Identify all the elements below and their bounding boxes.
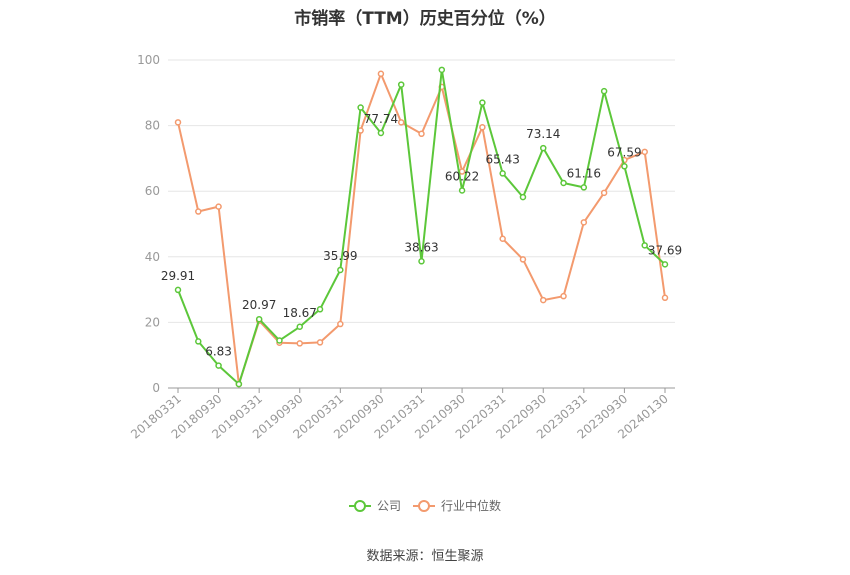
data-point [195,208,202,215]
data-point [316,306,324,313]
data-point [174,286,182,294]
legend-label: 行业中位数 [441,498,501,513]
data-point [499,235,506,243]
data-point [377,129,385,137]
data-point [215,203,222,210]
series-lines [174,66,669,388]
chart-title: 市销率（TTM）历史百分位（%） [294,9,556,29]
data-point [377,70,385,78]
data-point [661,294,669,302]
axes: 0204060801002018033120180930201903312019… [128,53,675,442]
data-point [479,99,486,106]
data-point [641,148,648,156]
data-point [215,362,222,369]
grid-lines [168,59,675,323]
y-tick-label: 40 [145,250,160,264]
data-point [337,266,344,274]
legend-marker [418,500,430,512]
data-label: 77.74 [364,112,398,126]
data-label: 20.97 [242,298,276,312]
data-label: 67.59 [607,145,641,159]
data-label: 60.22 [445,169,479,183]
y-tick-label: 100 [137,53,160,67]
data-label: 29.91 [161,269,195,283]
data-point [397,81,405,88]
data-point [600,189,608,197]
data-point [661,261,669,268]
data-point [337,320,344,328]
y-tick-label: 60 [145,184,160,198]
series-line [177,68,666,386]
data-point [418,130,425,138]
data-point [499,170,506,177]
data-label: 38.63 [404,240,438,254]
data-point [560,179,567,187]
data-labels: 29.91 6.83 20.97 18.67 35.99 77.74 38.63 60.22 6… [161,112,682,359]
data-point [580,184,588,191]
data-point [560,292,567,300]
data-point [641,242,648,249]
y-tick-label: 0 [152,381,160,395]
data-point [357,104,364,111]
data-label: 65.43 [485,152,519,166]
data-point [540,144,547,152]
series-line [177,72,666,386]
data-point [580,219,588,226]
data-point [296,323,303,331]
source-note: 数据来源：恒生聚源 [366,549,484,564]
data-point [418,258,425,265]
data-point [174,119,182,126]
data-point [195,338,202,345]
legend: 公司 行业中位数 [349,498,501,513]
data-point [276,337,283,344]
data-label: 6.83 [205,345,232,359]
data-point [296,340,303,347]
data-point [438,66,446,74]
data-point [255,315,263,323]
data-label: 61.16 [567,166,601,180]
data-label: 18.67 [283,306,317,320]
data-point [519,256,527,263]
data-label: 37.69 [648,243,682,257]
data-label: 35.99 [323,249,357,263]
y-tick-label: 80 [145,119,160,133]
data-point [235,380,243,388]
y-tick-label: 20 [145,315,160,329]
legend-label: 公司 [377,499,401,513]
data-point [600,87,608,95]
legend-marker [354,500,366,512]
data-point [458,187,466,194]
data-point [397,119,405,126]
data-point [519,193,527,201]
data-point [479,123,486,131]
data-point [621,163,628,170]
data-label: 73.14 [526,127,560,141]
data-point [540,296,547,304]
data-point [316,339,324,346]
